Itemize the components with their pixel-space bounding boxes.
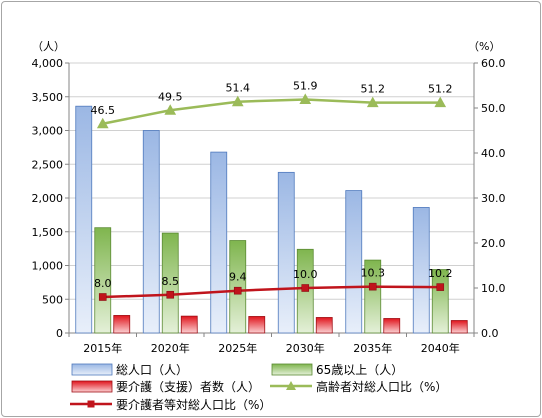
bar-2 [161, 232, 179, 334]
x-tick-label: 2040年 [421, 341, 460, 355]
point-triangle [299, 93, 312, 104]
y-right-tick-label: 10.0 [481, 282, 506, 295]
axis-layer: 0 500 1,000 1,500 2,000 2,500 3,000 3,500 4,000 0… [32, 40, 506, 355]
legend-swatch [71, 363, 113, 376]
data-label: 46.5 [91, 104, 116, 117]
legend-swatch [271, 363, 313, 376]
x-tick-label: 2015年 [83, 341, 122, 355]
data-label: 9.4 [229, 271, 247, 284]
point-square [233, 286, 242, 295]
y-right-tick-label: 0.0 [481, 327, 499, 340]
point-triangle [164, 104, 177, 115]
data-label: 51.4 [226, 82, 251, 95]
point-triangle [96, 117, 109, 129]
bar-1 [142, 130, 160, 334]
bar-2 [431, 269, 449, 334]
x-tick-label: 2035年 [353, 341, 392, 355]
bar-1 [75, 105, 93, 334]
line-square [102, 285, 441, 299]
legend-swatch [71, 380, 113, 393]
point-square [301, 284, 310, 292]
x-tick-label: 2020年 [151, 341, 190, 355]
y-left-unit: （人） [32, 40, 65, 53]
point-triangle [231, 95, 244, 107]
legend-label: 要介護者等対総人口比（%） [116, 397, 271, 412]
bar-2 [229, 240, 247, 334]
data-label: 10.2 [428, 267, 453, 280]
point-square [368, 282, 377, 291]
legend-label: 要介護（支援）者数（人） [116, 379, 260, 394]
x-tick-label: 2030年 [286, 341, 325, 355]
y-right-tick-label: 20.0 [481, 237, 506, 250]
bar-1 [210, 151, 228, 334]
bar-layer [75, 105, 468, 334]
y-left-tick-label: 0 [56, 327, 63, 340]
point-square [166, 290, 175, 299]
line-triangle [102, 98, 441, 125]
legend-label: 総人口（人） [116, 363, 188, 377]
y-left-tick-label: 3,000 [32, 125, 64, 138]
data-label: 49.5 [158, 90, 183, 103]
legend-marker [87, 400, 95, 408]
point-square [98, 293, 107, 301]
bar-2 [364, 259, 382, 334]
line-layer [96, 93, 447, 301]
y-right-unit: （%） [468, 40, 500, 53]
data-label: 10.0 [293, 268, 318, 281]
y-right-tick-label: 50.0 [481, 102, 506, 115]
y-right-tick-label: 30.0 [481, 192, 506, 205]
point-triangle [366, 96, 379, 108]
point-square [436, 283, 445, 291]
legend-label: 高齢者対総人口比（%） [316, 379, 447, 394]
y-left-tick-label: 2,500 [32, 158, 64, 171]
label-layer: 46.5 49.5 51.4 51.9 51.2 51.2 8.0 8.5 9.4 10.0 10.… [91, 79, 453, 290]
data-label: 51.2 [428, 83, 453, 96]
bar-3 [248, 316, 266, 334]
data-label: 51.2 [361, 83, 386, 96]
grid-layer [69, 62, 474, 300]
bar-3 [315, 317, 333, 334]
point-triangle [434, 96, 447, 108]
data-label: 8.5 [162, 275, 180, 288]
bar-3 [113, 315, 131, 334]
data-label: 8.0 [94, 277, 112, 290]
bar-3 [450, 320, 468, 334]
data-label: 51.9 [293, 79, 318, 92]
bar-3 [383, 318, 401, 334]
legend-marker [286, 381, 296, 390]
legend-layer: 総人口（人） 65歳以上（人） 要介護（支援）者数（人） 高齢者対総人口比（%） 要介護… [70, 363, 447, 412]
data-label: 10.3 [361, 267, 386, 280]
bar-2 [94, 227, 112, 334]
bar-1 [277, 171, 295, 334]
y-left-tick-label: 3,500 [32, 91, 64, 104]
bar-1 [412, 207, 430, 334]
bar-1 [345, 190, 363, 334]
y-left-tick-label: 1,000 [32, 260, 64, 273]
legend-label: 65歳以上（人） [316, 363, 403, 377]
bar-3 [180, 315, 198, 334]
y-left-tick-label: 1,500 [32, 226, 64, 239]
y-right-tick-label: 60.0 [481, 57, 506, 70]
y-right-tick-label: 40.0 [481, 147, 506, 160]
y-left-tick-label: 2,000 [32, 192, 64, 205]
y-left-tick-label: 500 [42, 293, 63, 306]
x-tick-label: 2025年 [218, 341, 257, 355]
y-left-tick-label: 4,000 [32, 57, 64, 70]
